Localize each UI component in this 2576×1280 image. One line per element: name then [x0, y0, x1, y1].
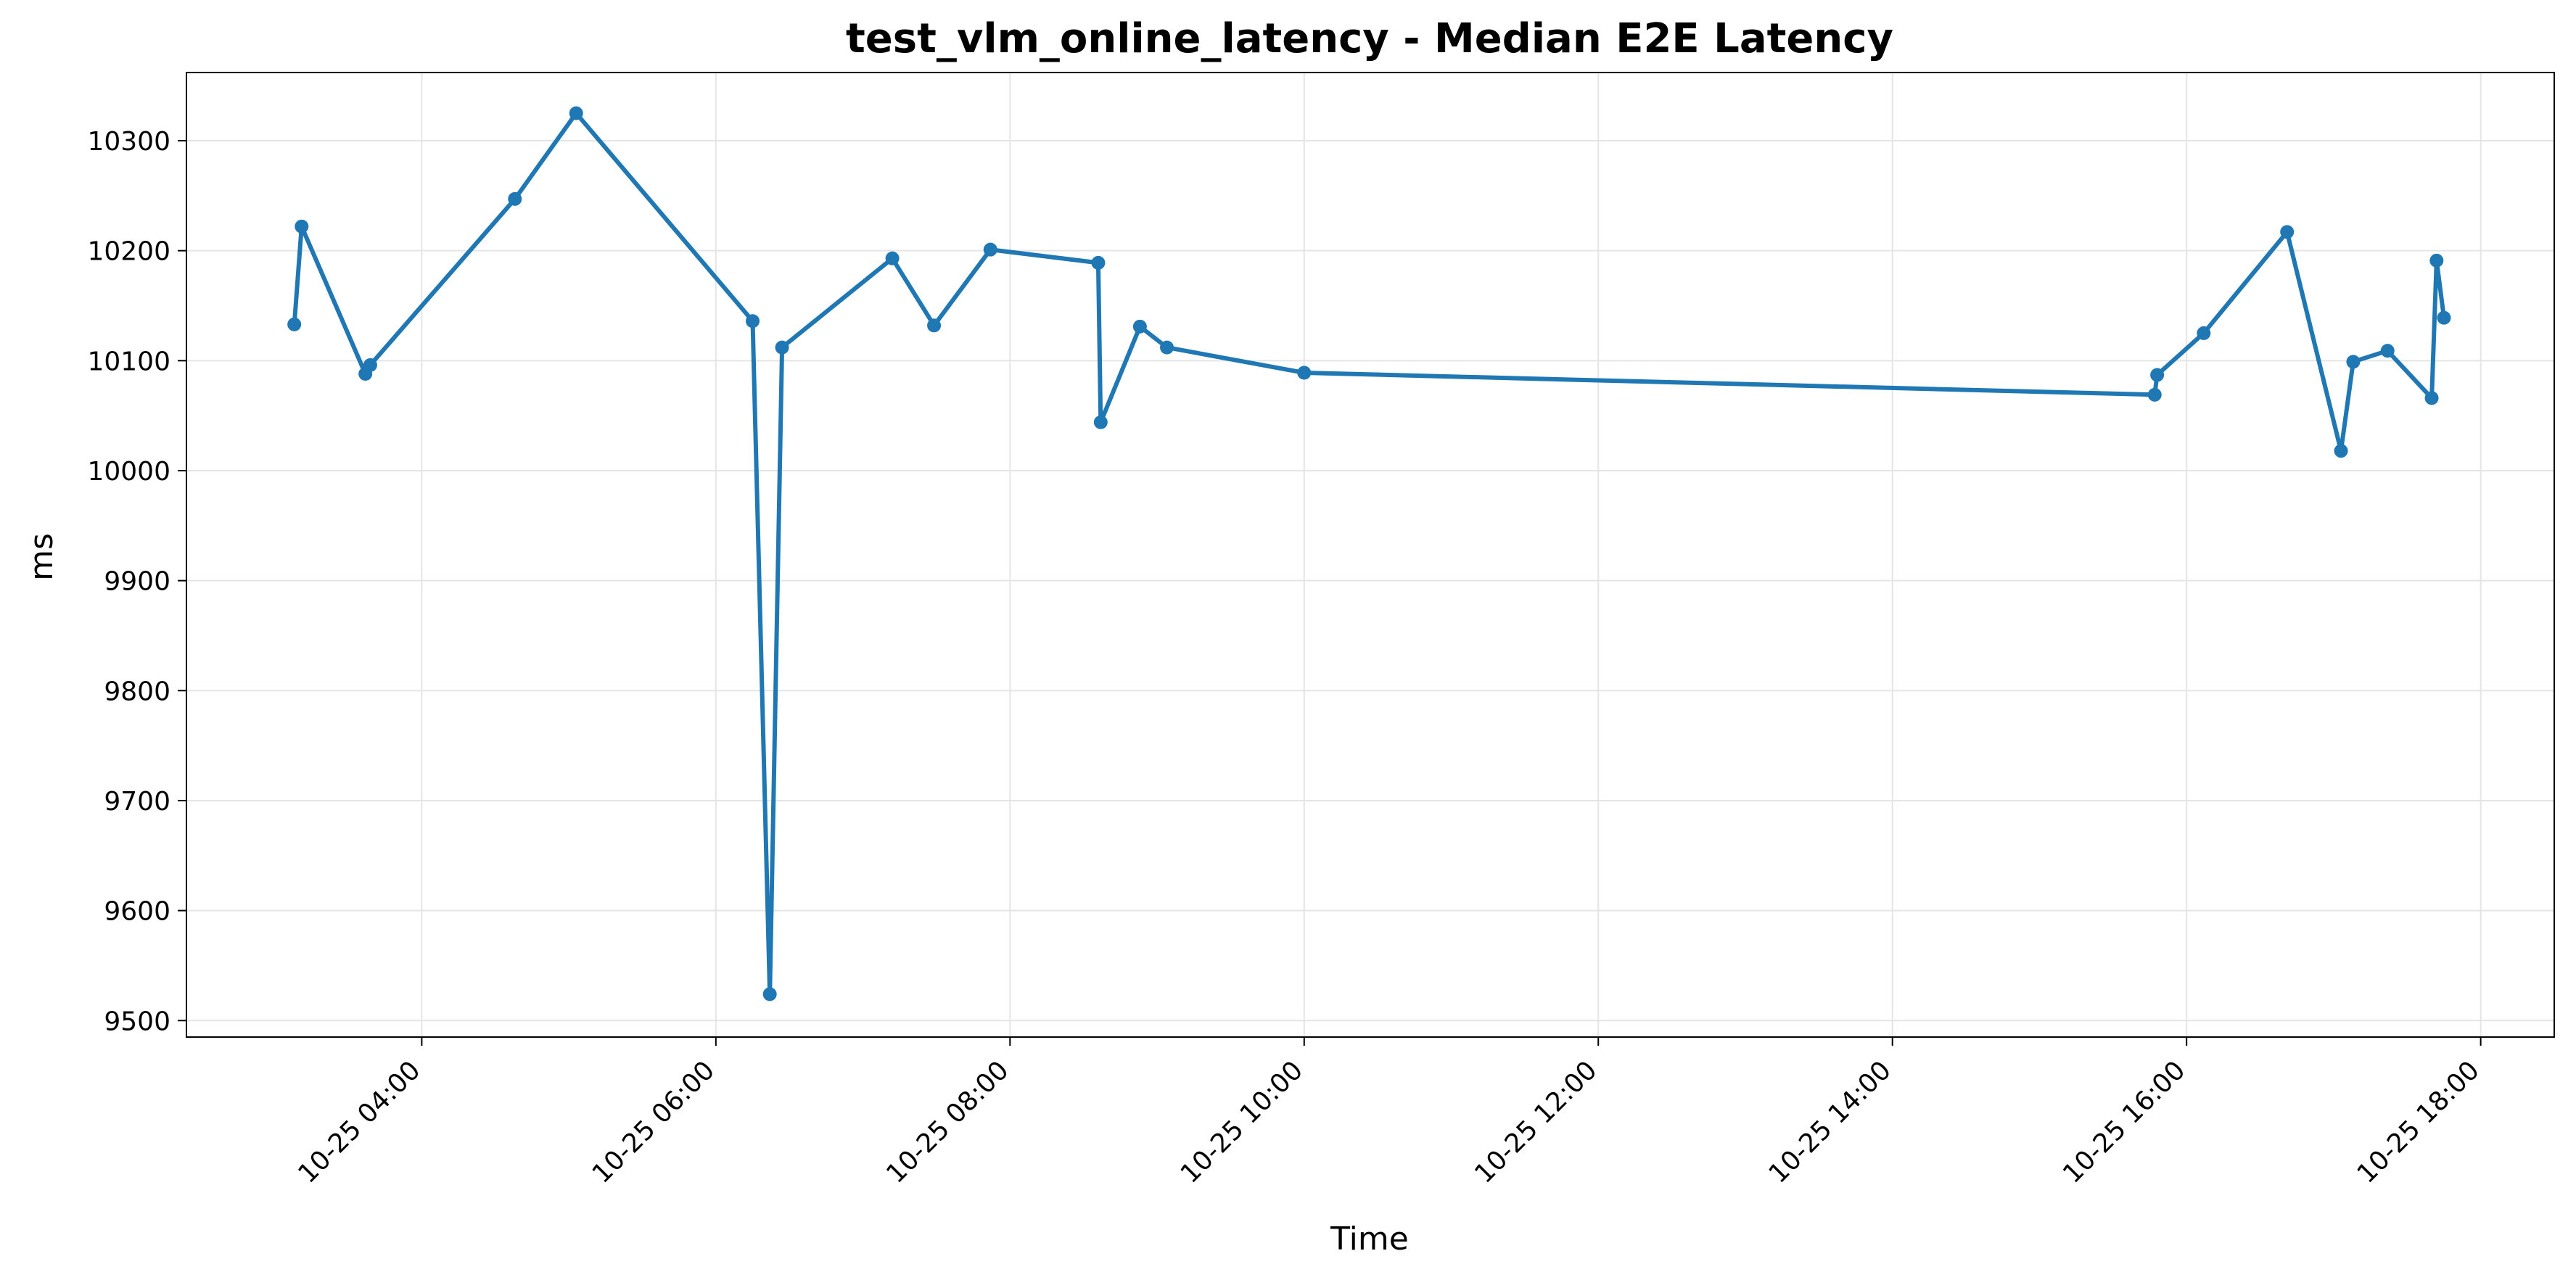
data-point — [287, 317, 302, 331]
data-point — [569, 106, 583, 120]
plot-area-frame — [186, 72, 2555, 1038]
data-point — [2334, 444, 2348, 458]
x-tick-label: 10-25 10:00 — [1175, 1055, 1309, 1189]
y-tick-label: 9700 — [104, 787, 170, 817]
data-point — [927, 318, 942, 333]
y-tick-label: 10100 — [87, 347, 170, 376]
data-point — [1297, 366, 1312, 380]
x-tick-label: 10-25 12:00 — [1469, 1055, 1602, 1189]
data-point — [2147, 387, 2162, 402]
data-point — [363, 358, 377, 372]
data-point — [1091, 255, 1106, 270]
series-group — [287, 106, 2451, 1002]
data-point — [508, 191, 522, 206]
data-point — [2424, 391, 2439, 405]
data-point — [2380, 344, 2395, 358]
data-point — [746, 314, 760, 329]
y-tick-label: 9600 — [104, 897, 170, 927]
data-point — [1160, 340, 1174, 355]
x-axis-label: Time — [1330, 1221, 1409, 1258]
x-tick-label: 10-25 16:00 — [2057, 1055, 2191, 1189]
x-tick-label: 10-25 14:00 — [1764, 1055, 1897, 1189]
chart-title: test_vlm_online_latency - Median E2E Lat… — [846, 15, 1893, 62]
x-tick-label: 10-25 18:00 — [2352, 1055, 2485, 1189]
y-tick-label: 9900 — [104, 567, 170, 597]
y-axis: 9500 9600 9700 9800 9900 10000 10100 10200 10300 — [87, 127, 186, 1036]
grid — [186, 73, 2554, 1037]
y-tick-label: 10200 — [87, 237, 170, 267]
data-point — [983, 242, 997, 257]
x-axis: 10-25 04:00 10-25 06:00 10-25 08:00 10-25 1… — [292, 1037, 2485, 1189]
data-point — [295, 219, 309, 234]
x-tick-label: 10-25 08:00 — [881, 1055, 1014, 1189]
x-tick-label: 10-25 04:00 — [292, 1055, 426, 1189]
y-tick-label: 9800 — [104, 677, 170, 706]
data-point — [885, 251, 900, 265]
data-point — [775, 340, 789, 355]
y-tick-label: 9500 — [104, 1007, 170, 1036]
data-point — [2150, 368, 2165, 382]
y-tick-label: 10300 — [87, 127, 170, 157]
data-point — [2197, 326, 2211, 340]
data-point — [2280, 225, 2295, 239]
y-tick-label: 10000 — [87, 457, 170, 487]
data-point — [1093, 415, 1108, 429]
y-axis-label: ms — [23, 533, 60, 581]
series-line — [292, 111, 2446, 996]
data-point — [1132, 319, 1147, 334]
data-point — [2437, 310, 2451, 325]
data-point — [762, 987, 777, 1002]
data-point — [2346, 355, 2361, 369]
data-point — [2429, 253, 2444, 268]
x-tick-label: 10-25 06:00 — [587, 1055, 720, 1189]
